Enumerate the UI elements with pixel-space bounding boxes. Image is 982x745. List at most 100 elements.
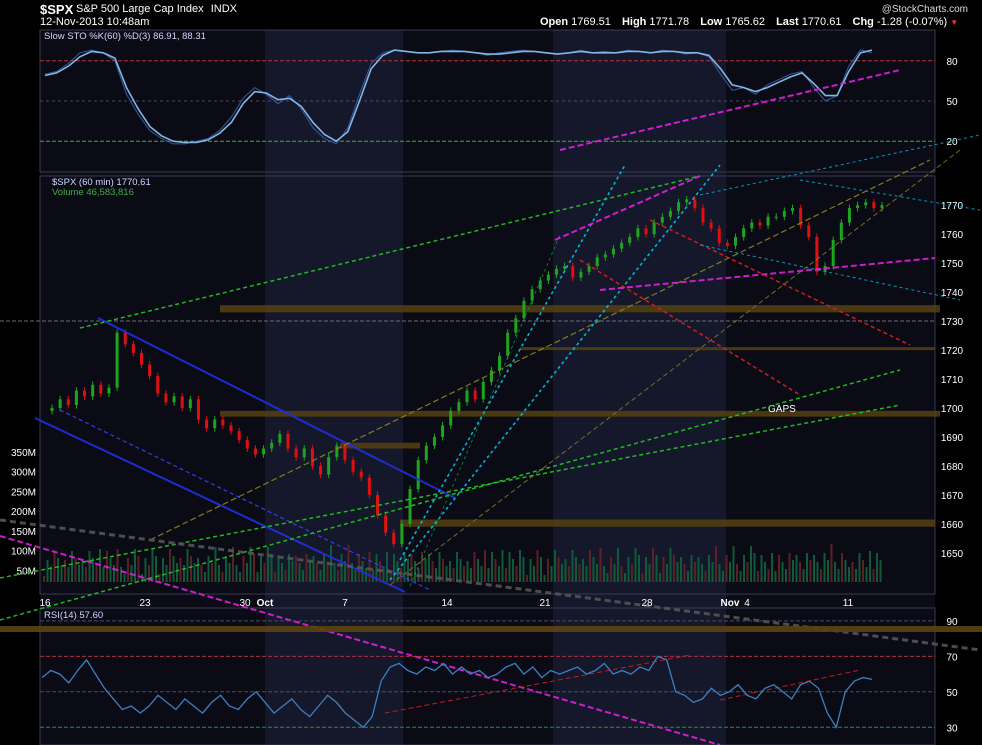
candle-body bbox=[424, 445, 428, 461]
candle-body bbox=[400, 523, 404, 545]
candle-body bbox=[668, 210, 672, 217]
volume-bar bbox=[799, 562, 801, 582]
volume-bar bbox=[172, 556, 175, 582]
candle-body bbox=[530, 289, 534, 301]
volume-bar bbox=[354, 570, 357, 582]
volume-bar bbox=[365, 568, 367, 582]
volume-bar bbox=[669, 548, 672, 582]
volume-bar bbox=[169, 549, 171, 582]
price-tick-label: 1690 bbox=[941, 433, 964, 444]
volume-bar bbox=[60, 565, 63, 582]
volume-bar bbox=[74, 558, 77, 582]
rsi-tick-label: 90 bbox=[946, 617, 958, 628]
x-tick-label: 16 bbox=[39, 598, 51, 609]
price-tick-label: 1670 bbox=[941, 491, 964, 502]
volume-bar bbox=[459, 559, 462, 582]
candle-body bbox=[595, 257, 599, 267]
volume-bar bbox=[375, 554, 378, 582]
volume-bar bbox=[498, 566, 500, 582]
volume-bar bbox=[848, 567, 850, 582]
candle-body bbox=[221, 419, 225, 426]
volume-bar bbox=[610, 557, 612, 582]
volume-tick-label: 50M bbox=[17, 566, 36, 577]
volume-bar bbox=[326, 561, 329, 582]
volume-bar bbox=[624, 573, 626, 582]
volume-bar bbox=[694, 562, 696, 582]
volume-bar bbox=[659, 573, 661, 582]
volume-bar bbox=[879, 560, 882, 582]
trendline bbox=[34, 417, 406, 593]
trendline bbox=[149, 159, 931, 541]
volume-bar bbox=[466, 561, 469, 582]
volume-bar bbox=[162, 558, 164, 582]
last-label: Last bbox=[776, 16, 799, 28]
volume-bar bbox=[603, 566, 605, 582]
stoch-line-pct-d bbox=[44, 49, 873, 144]
candle-body bbox=[327, 457, 331, 475]
volume-bar bbox=[120, 567, 122, 582]
candle-body bbox=[83, 390, 87, 397]
low-label: Low bbox=[700, 16, 723, 28]
volume-bar bbox=[232, 547, 234, 582]
rsi-tick-label: 30 bbox=[946, 723, 958, 734]
volume-bar bbox=[512, 559, 514, 582]
volume-bar bbox=[57, 558, 59, 582]
candle-body bbox=[205, 419, 209, 429]
candle-body bbox=[481, 381, 485, 400]
volume-bar bbox=[844, 560, 847, 582]
candle-body bbox=[636, 228, 640, 238]
chart-header: $SPX S&P 500 Large Cap Index INDX 12-Nov… bbox=[0, 0, 982, 30]
volume-bar bbox=[743, 555, 745, 582]
volume-bar bbox=[400, 568, 402, 582]
chg-label: Chg bbox=[852, 16, 874, 28]
volume-bar bbox=[256, 572, 259, 582]
candle-body bbox=[432, 436, 436, 446]
volume-bar bbox=[561, 564, 563, 582]
volume-bar bbox=[792, 560, 794, 582]
price-tick-label: 1660 bbox=[941, 520, 964, 531]
volume-bar bbox=[214, 547, 217, 582]
candle-body bbox=[262, 448, 266, 455]
volume-bar bbox=[781, 562, 784, 582]
rsi-tick-label: 70 bbox=[946, 652, 958, 663]
candle-body bbox=[538, 280, 542, 290]
candle-body bbox=[514, 318, 518, 333]
volume-bar bbox=[568, 566, 570, 582]
volume-bar bbox=[809, 560, 812, 582]
volume-bar bbox=[421, 552, 423, 582]
price-tick-label: 1650 bbox=[941, 549, 964, 560]
volume-bar bbox=[589, 550, 591, 582]
volume-bar bbox=[473, 552, 476, 582]
volume-bar bbox=[676, 562, 679, 582]
volume-bar bbox=[816, 562, 819, 582]
candle-body bbox=[660, 216, 664, 223]
volume-bar bbox=[778, 555, 780, 582]
volume-bar bbox=[305, 554, 308, 582]
volume-bar bbox=[617, 548, 619, 582]
volume-bar bbox=[697, 557, 700, 582]
volume-bar bbox=[484, 550, 486, 582]
volume-bar bbox=[85, 567, 87, 582]
rsi-line bbox=[41, 655, 873, 729]
candle-body bbox=[99, 384, 103, 394]
candle-body bbox=[628, 237, 632, 243]
x-tick-label: 11 bbox=[843, 598, 854, 609]
volume-bar bbox=[526, 575, 528, 582]
candle-body bbox=[188, 399, 192, 408]
candle-body bbox=[319, 465, 323, 475]
candle-body bbox=[506, 332, 510, 356]
volume-bar bbox=[470, 568, 472, 582]
volume-bar bbox=[235, 565, 238, 582]
volume-bar bbox=[533, 566, 535, 582]
quote-summary: Open 1769.51 High 1771.78 Low 1765.62 Last 1… bbox=[540, 17, 958, 28]
volume-bar bbox=[680, 557, 682, 582]
candle-body bbox=[620, 242, 624, 249]
candle-body bbox=[473, 390, 477, 400]
volume-bar bbox=[211, 563, 213, 582]
volume-bar bbox=[732, 546, 735, 582]
price-legend: $SPX (60 min) 1770.61 bbox=[52, 177, 151, 188]
volume-bar bbox=[155, 556, 157, 582]
volume-bar bbox=[582, 559, 584, 582]
volume-bar bbox=[785, 569, 787, 582]
volume-bar bbox=[333, 563, 336, 582]
